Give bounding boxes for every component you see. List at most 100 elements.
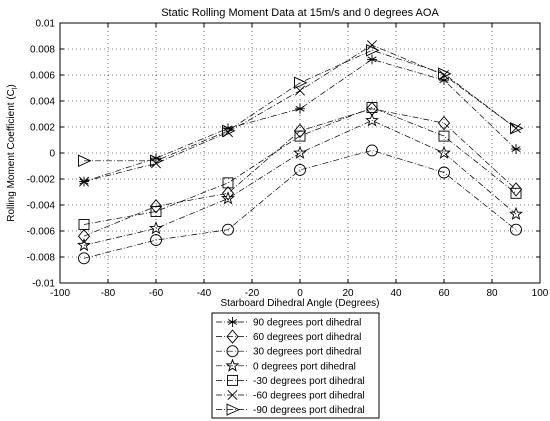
- data-point: [509, 206, 523, 220]
- legend-entry: 0 degrees port dihedral: [216, 358, 356, 372]
- data-point: [365, 113, 379, 127]
- data-point: [227, 317, 238, 327]
- data-point: [367, 54, 377, 65]
- x-tick-label: -40: [197, 288, 212, 299]
- x-tick-label: -100: [50, 288, 70, 299]
- series: [78, 144, 522, 265]
- data-point: [150, 234, 162, 247]
- data-point: [295, 103, 305, 114]
- legend-entry: -90 degrees port dihedral: [216, 403, 365, 416]
- y-tick-label: 0.008: [30, 45, 55, 56]
- y-tick-label: 0.002: [30, 123, 55, 134]
- x-tick-label: -80: [101, 288, 116, 299]
- data-point: [226, 345, 239, 358]
- x-axis-label: Starboard Dihedral Angle (Degrees): [221, 298, 380, 309]
- data-point: [222, 177, 234, 189]
- legend-label: 0 degrees port dihedral: [253, 361, 356, 372]
- x-tick-label: 60: [438, 288, 450, 299]
- data-point: [367, 40, 377, 51]
- legend-entry: -60 degrees port dihedral: [216, 390, 365, 402]
- data-point: [438, 166, 450, 179]
- data-point: [150, 154, 164, 168]
- legend-label: 30 degrees port dihedral: [253, 347, 361, 358]
- data-point: [78, 154, 92, 168]
- data-point: [149, 221, 163, 235]
- data-point: [221, 186, 235, 201]
- data-point: [222, 223, 234, 236]
- x-tick-label: 80: [486, 288, 498, 299]
- data-point: [227, 374, 238, 386]
- x-tick-label: -60: [149, 288, 164, 299]
- data-point: [226, 329, 239, 344]
- legend-label: -90 degrees port dihedral: [253, 405, 365, 416]
- data-point: [221, 191, 235, 205]
- data-point: [149, 199, 163, 214]
- series: [78, 102, 522, 230]
- legend-label: -30 degrees port dihedral: [253, 376, 365, 387]
- data-point: [438, 67, 452, 80]
- data-point: [294, 163, 306, 176]
- legend-entry: 90 degrees port dihedral: [216, 317, 361, 329]
- data-point: [226, 403, 241, 416]
- data-point: [150, 206, 162, 217]
- data-point: [77, 229, 91, 244]
- data-point: [293, 145, 307, 159]
- y-tick-label: -0.01: [32, 279, 55, 290]
- x-tick-label: 40: [390, 288, 402, 299]
- series-group: [77, 40, 524, 265]
- y-ticks: -0.01 -0.008 -0.006 -0.004 -0.002 0 0.002 0.004…: [27, 19, 540, 290]
- y-axis-label: Rolling Moment Coefficient (Cl): [6, 84, 19, 222]
- data-point: [510, 223, 522, 236]
- x-tick-label: 100: [532, 288, 549, 299]
- data-point: [77, 238, 91, 252]
- data-point: [438, 130, 450, 142]
- y-tick-label: -0.002: [27, 175, 56, 186]
- data-point: [509, 182, 523, 197]
- y-tick-label: 0: [49, 149, 55, 160]
- y-tick-label: -0.004: [27, 201, 56, 212]
- data-point: [437, 115, 451, 131]
- y-tick-label: 0.006: [30, 71, 55, 82]
- y-axis-label-close: ): [6, 84, 17, 87]
- y-tick-label: -0.008: [27, 253, 56, 264]
- x-tick-label: 20: [342, 288, 354, 299]
- y-tick-label: 0.01: [36, 19, 56, 30]
- data-point: [79, 176, 89, 187]
- data-point: [437, 145, 451, 159]
- legend-entry: 30 degrees port dihedral: [216, 345, 361, 358]
- series-line: [83, 150, 517, 259]
- data-point: [78, 252, 90, 265]
- x-ticks: -100 -80 -60 -40 -20 0 20 40 60 80 100: [50, 23, 549, 299]
- y-axis-label-sub: l: [12, 87, 19, 89]
- legend-entry: 60 degrees port dihedral: [216, 329, 361, 344]
- chart-title: Static Rolling Moment Data at 15m/s and …: [161, 7, 439, 19]
- series-line: [83, 107, 517, 225]
- data-point: [366, 144, 378, 157]
- data-point: [293, 123, 307, 139]
- data-point: [510, 122, 524, 135]
- series: [77, 113, 523, 252]
- data-point: [511, 144, 521, 155]
- plot-area: -100 -80 -60 -40 -20 0 20 40 60 80 100 -0.01 -0.008…: [27, 19, 549, 300]
- y-tick-label: -0.006: [27, 227, 56, 238]
- x-tick-label: 0: [297, 288, 303, 299]
- series: [78, 44, 524, 168]
- data-point: [222, 124, 236, 138]
- series-line: [84, 49, 517, 162]
- data-point: [294, 130, 306, 142]
- legend-label: 60 degrees port dihedral: [253, 332, 361, 343]
- legend: 90 degrees port dihedral 60 degrees port …: [211, 312, 380, 419]
- y-axis-label-main: Rolling Moment Coefficient (C: [6, 89, 17, 222]
- data-point: [366, 44, 380, 57]
- legend-label: 90 degrees port dihedral: [253, 318, 361, 329]
- x-tick-label: -20: [245, 288, 260, 299]
- data-point: [225, 358, 240, 372]
- data-point: [439, 75, 449, 86]
- y-tick-label: 0.004: [30, 97, 55, 108]
- data-point: [294, 76, 308, 90]
- legend-entry: -30 degrees port dihedral: [216, 374, 365, 387]
- legend-label: -60 degrees port dihedral: [253, 391, 365, 402]
- data-point: [366, 102, 378, 113]
- data-point: [78, 219, 90, 230]
